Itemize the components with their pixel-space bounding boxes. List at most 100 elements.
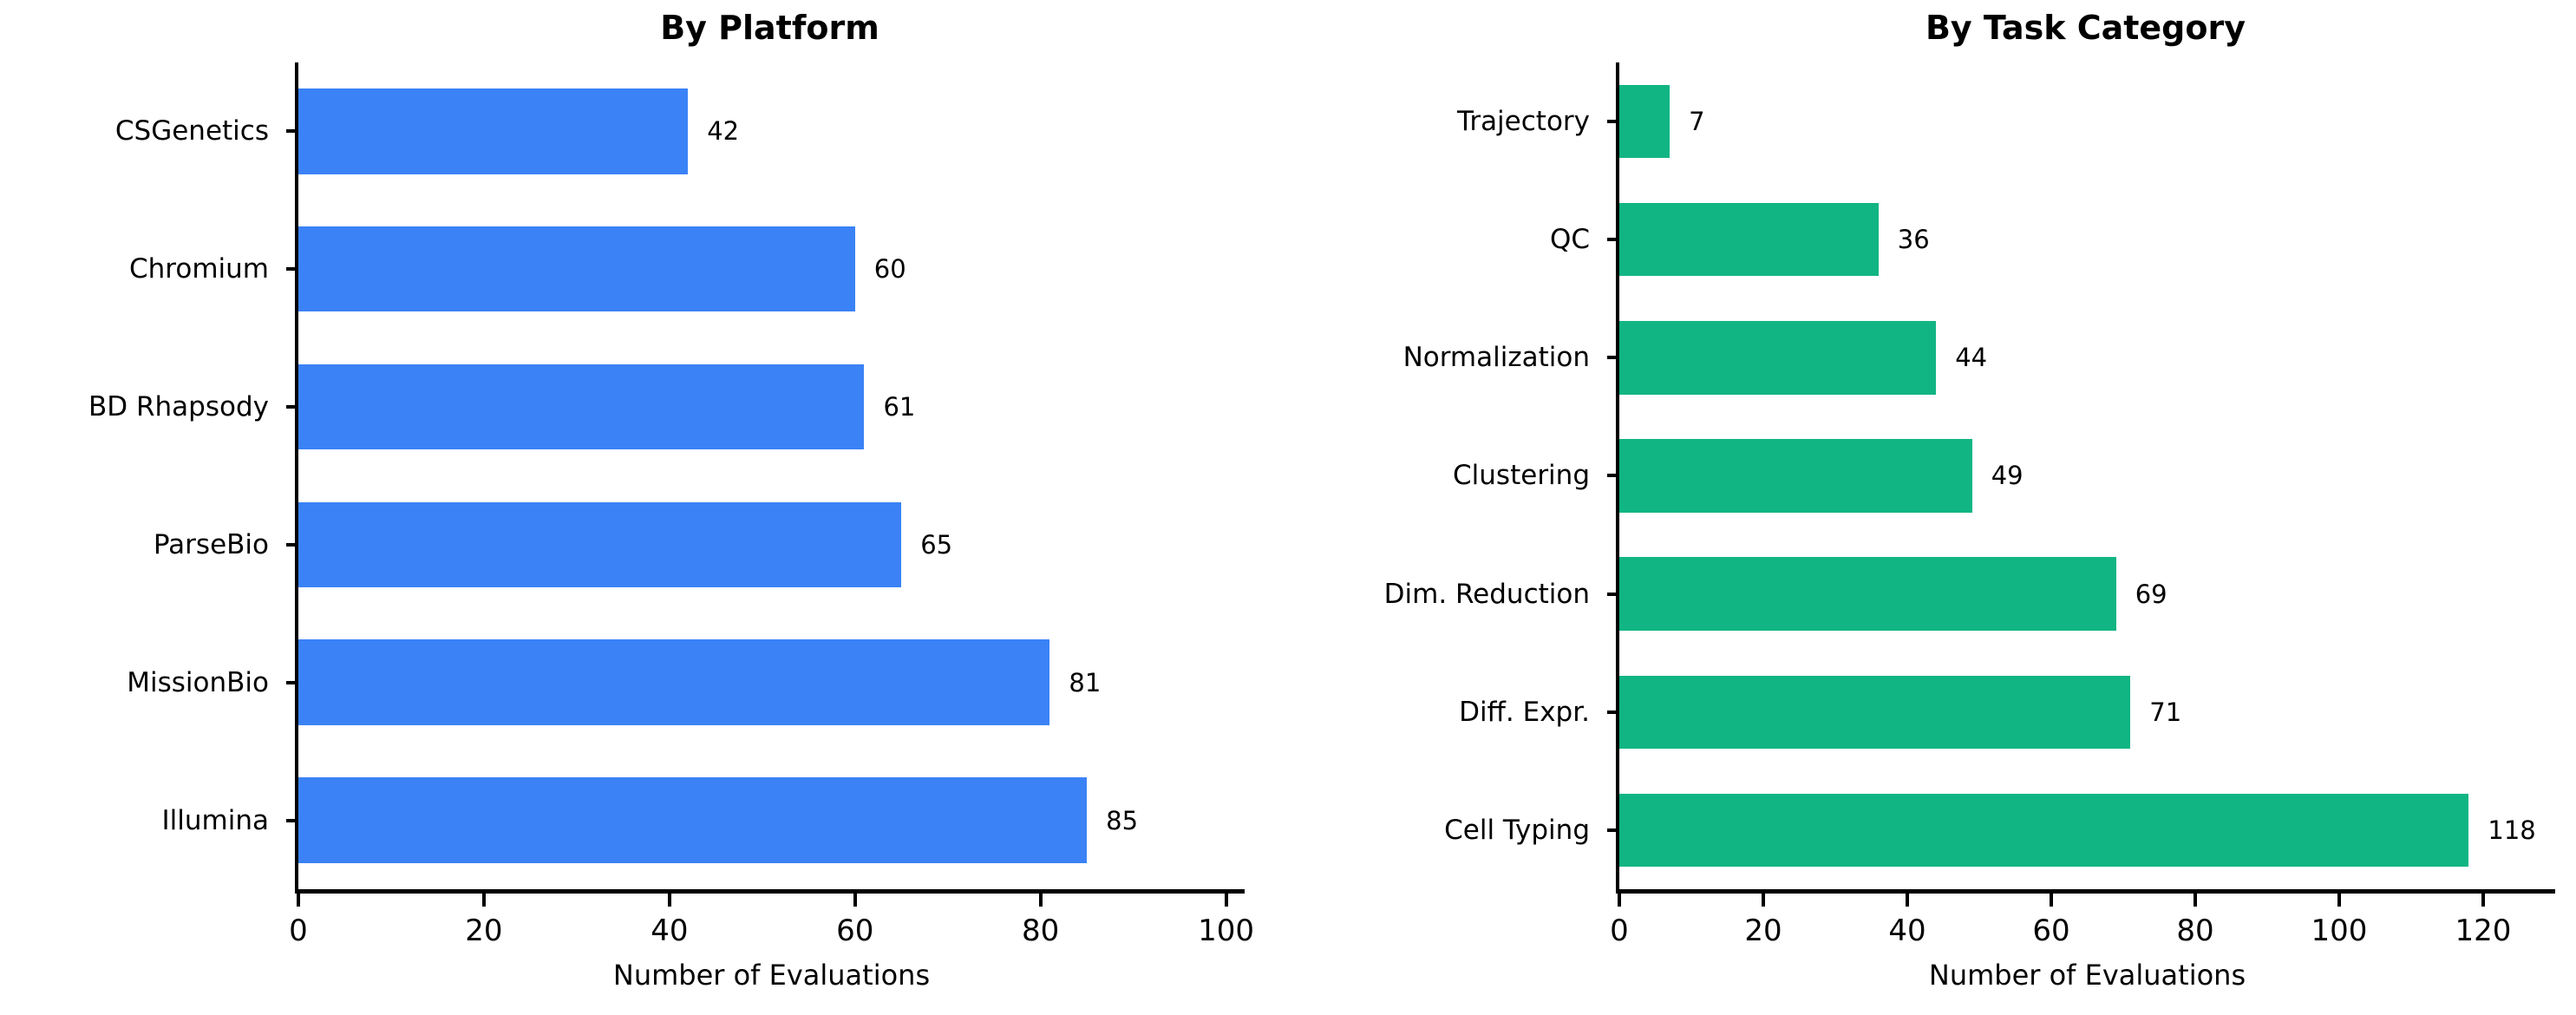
platform-chart: By Platform Number of Evaluations CSGene… (88, 9, 1254, 992)
category-label: Clustering (1453, 460, 1590, 492)
bar (298, 777, 1088, 863)
y-tick-mark (286, 818, 298, 822)
y-tick-mark (1607, 120, 1619, 124)
value-label: 61 (883, 392, 916, 422)
category-label: Normalization (1402, 342, 1590, 374)
x-tick-label: 0 (289, 914, 308, 948)
value-label: 49 (1991, 461, 2024, 491)
x-tick-label: 80 (1022, 914, 1060, 948)
value-label: 7 (1689, 107, 1705, 137)
y-tick-mark (286, 405, 298, 409)
x-tick-mark (481, 894, 486, 907)
bar-row: Diff. Expr. 71 (1459, 653, 2555, 771)
category-label: Chromium (129, 253, 269, 285)
y-tick-mark (286, 680, 298, 684)
category-label: ParseBio (153, 528, 269, 560)
x-tick-label: 100 (1198, 914, 1255, 948)
category-label: QC (1549, 224, 1590, 256)
category-label: MissionBio (127, 666, 269, 698)
category-label: Trajectory (1456, 106, 1590, 138)
category-label: Dim. Reduction (1383, 578, 1590, 610)
value-label: 36 (1897, 225, 1930, 255)
value-label: 60 (873, 254, 906, 285)
value-label: 42 (707, 116, 740, 147)
x-tick-mark (1762, 894, 1765, 907)
value-label: 65 (920, 529, 953, 560)
x-tick-mark (2050, 894, 2053, 907)
x-tick-mark (1038, 894, 1043, 907)
y-tick-mark (1607, 238, 1619, 242)
y-tick-mark (286, 542, 298, 547)
bar-row: QC 36 (1550, 180, 2555, 298)
x-tick-label: 40 (1888, 914, 1926, 948)
value-label: 118 (2488, 815, 2536, 845)
value-label: 81 (1069, 667, 1102, 697)
bar (1619, 675, 2131, 749)
task-chart-title: By Task Category (1925, 9, 2246, 47)
y-tick-mark (1607, 474, 1619, 478)
y-tick-mark (286, 267, 298, 272)
x-tick-label: 20 (465, 914, 503, 948)
bar (298, 501, 902, 588)
bar (1619, 84, 1670, 159)
bar-row: MissionBio 81 (127, 613, 1245, 751)
x-tick-label: 80 (2176, 914, 2214, 948)
value-label: 44 (1955, 343, 1988, 373)
value-label: 69 (2135, 579, 2167, 609)
bar-row: CSGenetics 42 (115, 62, 1245, 200)
platform-x-axis-label: Number of Evaluations (612, 959, 931, 992)
bar (1619, 793, 2469, 868)
x-tick-mark (2194, 894, 2197, 907)
bar-row: Cell Typing 118 (1444, 771, 2555, 889)
x-tick-label: 60 (2032, 914, 2070, 948)
y-tick-mark (1607, 710, 1619, 714)
bar (1619, 439, 1972, 513)
bar-row: Illumina 85 (162, 751, 1245, 889)
x-tick-mark (2481, 894, 2485, 907)
bar (1619, 203, 1879, 277)
x-tick-label: 100 (2311, 914, 2368, 948)
task-plot-area: Number of Evaluations Trajectory 7 QC 36 Nor… (1384, 62, 2555, 992)
y-tick-mark (1607, 356, 1619, 360)
bar (298, 363, 865, 450)
bar-row: Chromium 60 (129, 200, 1245, 338)
x-tick-mark (1618, 894, 1621, 907)
y-tick-mark (1607, 592, 1619, 596)
category-label: CSGenetics (114, 115, 269, 147)
category-label: Cell Typing (1444, 814, 1590, 846)
x-tick-mark (1906, 894, 1909, 907)
value-label: 71 (2149, 697, 2182, 727)
x-tick-label: 120 (2455, 914, 2512, 948)
y-tick-mark (1607, 828, 1619, 832)
platform-plot-area: Number of Evaluations CSGenetics 42 Chromi… (88, 62, 1254, 992)
task-x-axis-label: Number of Evaluations (1928, 959, 2246, 992)
bar-row: Clustering 49 (1453, 416, 2555, 534)
x-tick-label: 20 (1744, 914, 1782, 948)
bar-row: BD Rhapsody 61 (88, 338, 1245, 476)
bar (1619, 321, 1937, 395)
x-tick-label: 60 (836, 914, 874, 948)
x-tick-label: 40 (651, 914, 689, 948)
bar-row: Dim. Reduction 69 (1384, 535, 2555, 653)
x-tick-mark (853, 894, 857, 907)
bar (298, 639, 1050, 725)
category-label: Illumina (161, 804, 269, 836)
task-category-chart: By Task Category Number of Evaluations T… (1288, 0, 2576, 1015)
x-tick-mark (2337, 894, 2341, 907)
bar (1619, 557, 2116, 631)
category-label: BD Rhapsody (88, 391, 269, 423)
category-label: Diff. Expr. (1459, 696, 1590, 728)
bar (298, 226, 855, 312)
bar (298, 88, 689, 174)
bar-row: Normalization 44 (1403, 298, 2555, 416)
x-tick-mark (1224, 894, 1228, 907)
bar-row: ParseBio 65 (154, 475, 1245, 613)
platform-chart-title: By Platform (660, 9, 879, 47)
x-tick-mark (297, 894, 300, 907)
value-label: 85 (1106, 805, 1139, 835)
bar-row: Trajectory 7 (1457, 62, 2555, 180)
x-tick-label: 0 (1610, 914, 1629, 948)
y-tick-mark (286, 129, 298, 134)
x-tick-mark (667, 894, 671, 907)
